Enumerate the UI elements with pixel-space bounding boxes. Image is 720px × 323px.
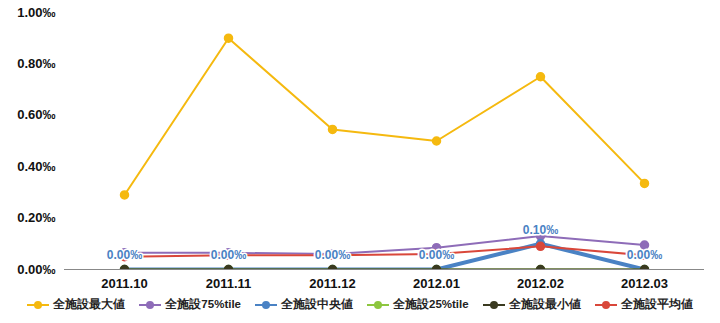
svg-text:2012.03: 2012.03 [621,276,668,291]
svg-text:0.20‰: 0.20‰ [17,210,55,225]
svg-text:0.00‰: 0.00‰ [211,248,246,262]
html-text:全施設75%tile: 全施設75%tile [165,298,241,310]
svg-text:1.00‰: 1.00‰ [17,5,55,20]
svg-text:0.00‰: 0.00‰ [107,248,142,262]
svg-text:0.40‰: 0.40‰ [17,159,55,174]
svg-text:2012.01: 2012.01 [413,276,460,291]
html-text:全施設25%tile: 全施設25%tile [393,298,469,310]
svg-text:0.10‰: 0.10‰ [523,223,558,237]
svg-text:0.00‰: 0.00‰ [315,248,350,262]
svg-text:2011.12: 2011.12 [309,276,355,291]
html-text:全施設最大値: 全施設最大値 [53,298,126,310]
svg-text:2011.11: 2011.11 [206,276,252,291]
svg-text:0.80‰: 0.80‰ [17,56,55,71]
html-text:全施設平均値: 全施設平均値 [620,298,693,310]
html-text:全施設中央値: 全施設中央値 [281,298,353,310]
svg-text:2011.10: 2011.10 [101,276,147,291]
svg-text:2012.02: 2012.02 [517,276,564,291]
svg-text:0.00‰: 0.00‰ [17,262,55,277]
html-text:全施設最小値: 全施設最小値 [508,298,581,310]
svg-text:0.60‰: 0.60‰ [17,107,55,122]
svg-text:0.00‰: 0.00‰ [419,248,454,262]
svg-text:0.00‰: 0.00‰ [627,248,662,262]
